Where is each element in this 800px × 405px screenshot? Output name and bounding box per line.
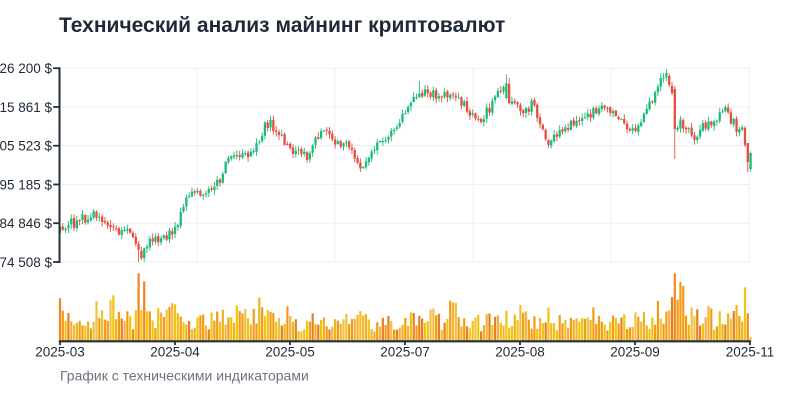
svg-text:74 508 $: 74 508 $ <box>0 255 52 270</box>
svg-text:График с техническими индикато: График с техническими индикаторами <box>60 368 309 384</box>
svg-text:2025-07: 2025-07 <box>380 344 430 359</box>
svg-text:126 200 $: 126 200 $ <box>0 61 52 76</box>
svg-text:2025-05: 2025-05 <box>265 344 315 359</box>
svg-text:2025-08: 2025-08 <box>495 344 545 359</box>
svg-text:Технический анализ майнинг кри: Технический анализ майнинг криптовалют <box>59 14 505 37</box>
svg-text:2025-03: 2025-03 <box>35 344 85 359</box>
svg-text:84 846 $: 84 846 $ <box>0 216 52 231</box>
svg-text:2025-11: 2025-11 <box>726 344 775 359</box>
svg-text:105 523 $: 105 523 $ <box>0 139 52 154</box>
svg-text:2025-04: 2025-04 <box>150 344 200 359</box>
svg-text:2025-09: 2025-09 <box>610 344 660 359</box>
svg-text:95 185 $: 95 185 $ <box>0 178 52 193</box>
svg-text:115 861 $: 115 861 $ <box>0 100 52 115</box>
